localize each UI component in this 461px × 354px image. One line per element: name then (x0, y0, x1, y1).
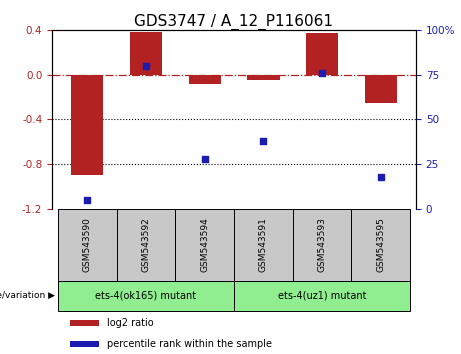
Text: percentile rank within the sample: percentile rank within the sample (106, 339, 272, 349)
Text: GSM543595: GSM543595 (376, 218, 385, 273)
Bar (365, 75, 397, 103)
Bar (71, 75, 103, 176)
Text: genotype/variation ▶: genotype/variation ▶ (0, 291, 55, 301)
Text: ets-4(uz1) mutant: ets-4(uz1) mutant (278, 291, 366, 301)
Bar (58, 281, 234, 311)
Bar (306, 33, 338, 75)
Title: GDS3747 / A_12_P116061: GDS3747 / A_12_P116061 (135, 14, 333, 30)
Point (83, 197, 91, 203)
Point (377, 174, 384, 179)
Bar (293, 209, 351, 281)
Point (201, 156, 208, 162)
Point (319, 70, 326, 76)
Bar (234, 209, 293, 281)
Text: GSM543593: GSM543593 (318, 218, 326, 273)
Text: ets-4(ok165) mutant: ets-4(ok165) mutant (95, 291, 196, 301)
Bar (351, 209, 410, 281)
Bar (247, 75, 279, 80)
Text: GSM543590: GSM543590 (83, 218, 92, 273)
Bar (234, 281, 410, 311)
Bar (189, 75, 221, 84)
Text: log2 ratio: log2 ratio (106, 318, 153, 328)
Bar (130, 32, 162, 75)
Bar (70, 341, 99, 347)
Text: GSM543591: GSM543591 (259, 218, 268, 273)
Point (142, 63, 150, 69)
Bar (117, 209, 175, 281)
Bar (70, 320, 99, 326)
Text: GSM543594: GSM543594 (200, 218, 209, 272)
Bar (175, 209, 234, 281)
Bar (58, 209, 117, 281)
Point (260, 138, 267, 144)
Text: GSM543592: GSM543592 (142, 218, 150, 272)
